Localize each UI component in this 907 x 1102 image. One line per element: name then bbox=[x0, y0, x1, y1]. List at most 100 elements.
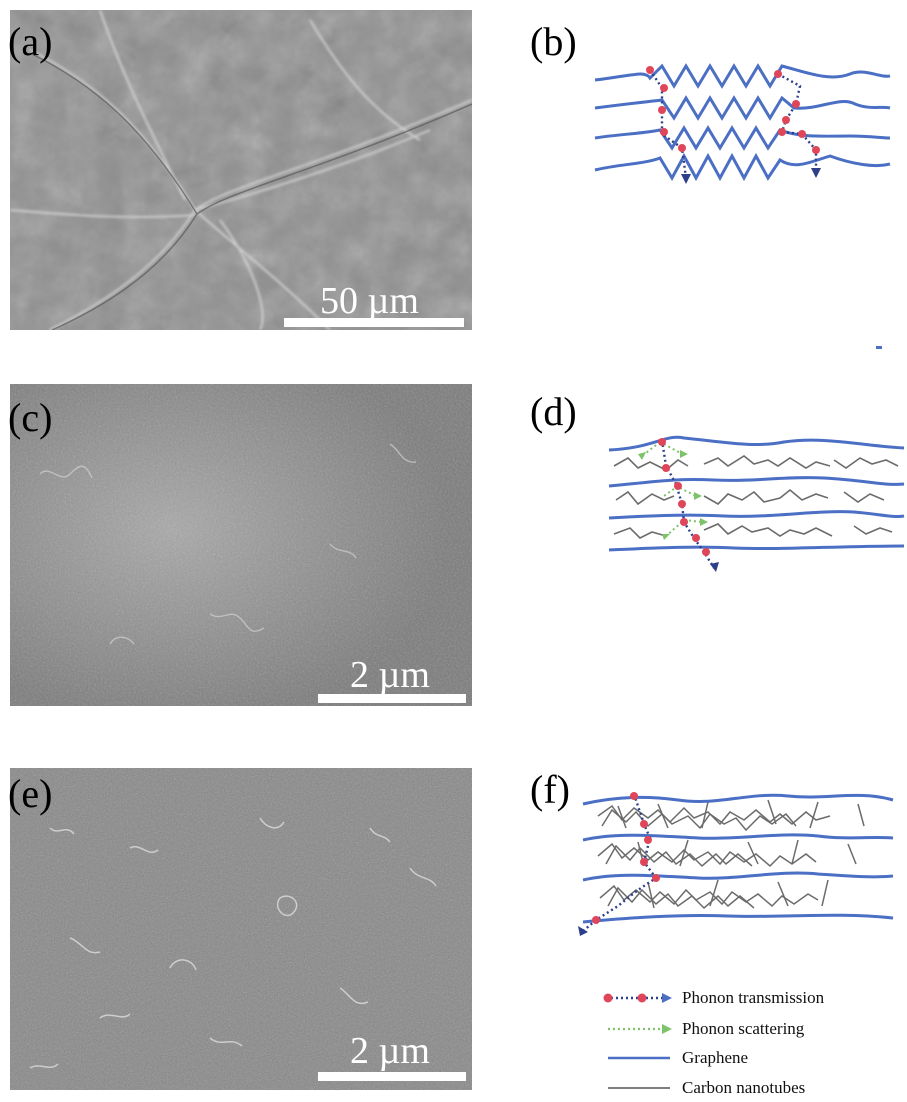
graphene-layer bbox=[594, 125, 891, 151]
graphene-layer bbox=[594, 63, 891, 89]
scale-label-c: 2 µm bbox=[350, 654, 430, 696]
nanotube bbox=[647, 879, 829, 909]
nanotube bbox=[843, 491, 885, 503]
scale-bar-a bbox=[284, 318, 464, 327]
phonon-dots-b bbox=[646, 66, 820, 154]
phonon-dot bbox=[798, 130, 806, 138]
arrowhead-icon bbox=[811, 168, 821, 178]
nanotubes-d bbox=[613, 455, 899, 539]
legend-label: Carbon nanotubes bbox=[682, 1078, 806, 1097]
arrowhead-icon bbox=[710, 562, 719, 572]
schematic-d bbox=[608, 435, 905, 572]
legend-label: Phonon transmission bbox=[682, 988, 825, 1007]
scatter-paths-d bbox=[641, 441, 703, 537]
phonon-scattering-icon bbox=[608, 1024, 672, 1034]
graphene-layer bbox=[594, 95, 891, 121]
sem-texture-e bbox=[10, 768, 472, 1090]
sem-image-a bbox=[10, 10, 472, 330]
sem-image-c bbox=[10, 384, 472, 706]
arrowhead-icon bbox=[680, 450, 688, 458]
graphene-layers-b bbox=[594, 63, 891, 182]
graphene-layer bbox=[608, 510, 905, 520]
schematic-f bbox=[578, 792, 894, 936]
scale-bar-e bbox=[318, 1072, 466, 1081]
panel-letter-b: (b) bbox=[530, 19, 577, 64]
legend-item-graphene: Graphene bbox=[600, 1044, 900, 1072]
nanotube bbox=[597, 842, 817, 868]
arrowhead-icon bbox=[681, 174, 691, 184]
arrowhead-icon bbox=[700, 518, 708, 526]
nanotube bbox=[607, 886, 755, 910]
phonon-dot bbox=[680, 518, 688, 526]
nanotube bbox=[613, 527, 667, 539]
phonon-dot bbox=[702, 548, 710, 556]
nanotube-line-icon bbox=[608, 1087, 670, 1089]
arrowheads-d bbox=[638, 450, 719, 572]
panel-letter-e: (e) bbox=[8, 771, 53, 816]
phonon-dot bbox=[592, 916, 600, 924]
legend-label: Graphene bbox=[682, 1048, 749, 1067]
nanotube bbox=[615, 490, 675, 506]
arrowheads-b bbox=[681, 168, 821, 184]
phonon-dot bbox=[774, 70, 782, 78]
nanotube bbox=[703, 488, 829, 505]
phonon-dot bbox=[660, 128, 668, 136]
phonon-dot bbox=[658, 106, 666, 114]
phonon-dot bbox=[658, 438, 666, 446]
nanotubes-f bbox=[597, 799, 865, 910]
phonon-dot bbox=[646, 66, 654, 74]
phonon-dot bbox=[630, 792, 638, 800]
graphene-layer bbox=[608, 435, 905, 452]
panel-letter-a: (a) bbox=[8, 19, 53, 64]
nanotube bbox=[703, 455, 831, 469]
nanotube bbox=[605, 844, 753, 868]
phonon-dot bbox=[640, 820, 648, 828]
panel-letter-d: (d) bbox=[530, 389, 577, 434]
graphene-layer bbox=[582, 833, 894, 842]
nanotube bbox=[637, 839, 857, 867]
graphene-layer bbox=[582, 913, 894, 924]
nanotube bbox=[617, 799, 865, 829]
graphene-layer bbox=[582, 871, 894, 882]
graphene-layer bbox=[608, 476, 905, 488]
sem-image-e bbox=[10, 768, 472, 1090]
scale-label-e: 2 µm bbox=[350, 1030, 430, 1072]
phonon-dot bbox=[792, 100, 800, 108]
phonon-dot bbox=[778, 128, 786, 136]
nanotube bbox=[613, 457, 689, 471]
phonon-dots-d bbox=[658, 438, 710, 556]
nanotube bbox=[853, 525, 893, 535]
phonon-dot bbox=[652, 874, 660, 882]
arrowhead-icon bbox=[662, 534, 670, 540]
phonon-transmission-icon bbox=[603, 993, 672, 1003]
scale-bar-c bbox=[318, 694, 466, 703]
phonon-dots-f bbox=[592, 792, 660, 924]
panel-letter-f: (f) bbox=[530, 767, 570, 812]
arrowheads-f bbox=[578, 926, 588, 936]
legend-item-phonon-scattering: Phonon scattering bbox=[600, 1015, 900, 1043]
schematic-b bbox=[594, 63, 891, 184]
graphene-layer bbox=[594, 152, 891, 182]
phonon-dot bbox=[678, 500, 686, 508]
phonon-dot bbox=[692, 534, 700, 542]
nanotube bbox=[597, 804, 831, 826]
phonon-dot bbox=[662, 464, 670, 472]
arrowhead-icon bbox=[694, 492, 702, 500]
stray-mark bbox=[876, 346, 882, 349]
sem-texture-c bbox=[10, 384, 472, 706]
panel-letter-c: (c) bbox=[8, 395, 53, 440]
phonon-path-d bbox=[660, 439, 716, 569]
nanotube bbox=[833, 457, 899, 469]
nanotube bbox=[601, 808, 797, 832]
nanotube bbox=[703, 523, 833, 537]
sem-texture-a bbox=[10, 10, 472, 330]
phonon-dot bbox=[678, 144, 686, 152]
phonon-dot bbox=[812, 146, 820, 154]
nanotube bbox=[599, 884, 819, 908]
phonon-dot bbox=[640, 858, 648, 866]
arrowhead-icon bbox=[638, 452, 646, 460]
phonon-dot bbox=[660, 84, 668, 92]
phonon-paths-b bbox=[649, 69, 818, 179]
phonon-dot bbox=[644, 836, 652, 844]
legend-item-phonon-transmission: Phonon transmission bbox=[600, 984, 900, 1012]
